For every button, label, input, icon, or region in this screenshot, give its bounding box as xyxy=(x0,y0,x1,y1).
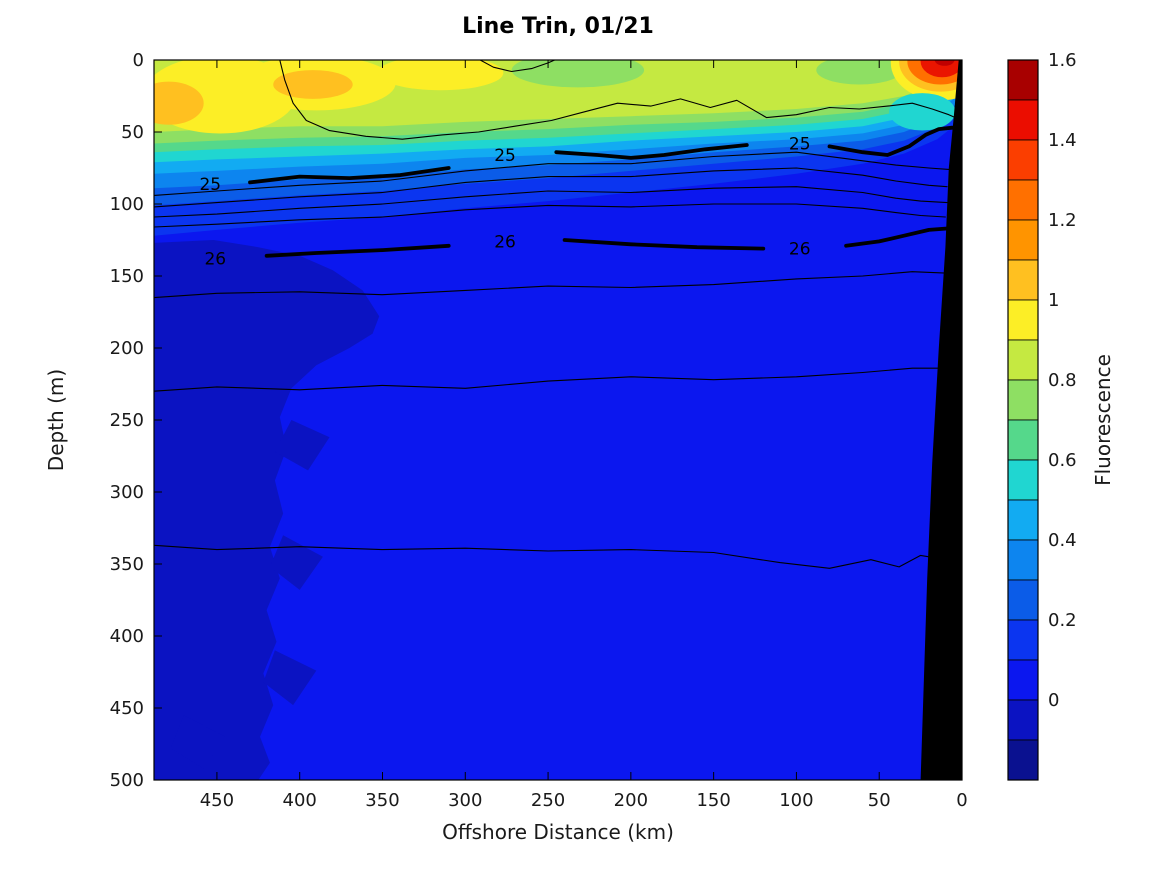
colorbar-tick-label: 0.8 xyxy=(1048,370,1077,391)
colorbar-segment xyxy=(1007,579,1039,621)
x-tick-label: 200 xyxy=(614,790,648,811)
contour-label: 25 xyxy=(789,135,811,155)
colorbar-segment xyxy=(1007,179,1039,221)
colorbar-label: Fluorescence xyxy=(1091,354,1115,486)
colorbar-tick-label: 0 xyxy=(1048,690,1059,711)
y-tick-label: 350 xyxy=(110,554,144,575)
fill-patch xyxy=(170,715,226,769)
fill-patch xyxy=(154,240,380,780)
y-axis-label: Depth (m) xyxy=(44,368,68,472)
density-contour-line xyxy=(844,226,949,248)
colorbar-segment xyxy=(1007,99,1039,141)
colorbar-segment xyxy=(1007,59,1039,101)
x-axis-label: Offshore Distance (km) xyxy=(442,820,674,844)
density-contour-line xyxy=(154,271,946,299)
fill-patch xyxy=(273,70,353,99)
plot-area: 25 25 25 26 26 26 xyxy=(154,60,962,780)
x-tick-label: 400 xyxy=(283,790,317,811)
colorbar-segment xyxy=(1007,299,1039,341)
colorbar-segment xyxy=(1007,499,1039,541)
x-tick-label: 50 xyxy=(868,790,891,811)
bathymetry-mask xyxy=(920,60,962,780)
density-contour-line xyxy=(562,238,766,251)
x-tick-label: 150 xyxy=(696,790,730,811)
density-contour-line xyxy=(154,203,946,228)
density-contour-line xyxy=(154,167,948,208)
contour-label: 26 xyxy=(494,232,516,252)
fill-patch xyxy=(154,81,204,125)
contour-label: 25 xyxy=(199,175,221,195)
fill-patch xyxy=(816,60,903,85)
density-contour-line xyxy=(554,143,749,160)
fill-patch xyxy=(511,60,645,88)
y-tick-label: 250 xyxy=(110,410,144,431)
fill-patch xyxy=(263,650,317,706)
colorbar-segment xyxy=(1007,619,1039,661)
colorbar-border xyxy=(1007,59,1039,781)
fill-patch xyxy=(934,60,955,66)
fill-patch xyxy=(889,93,956,131)
colorbar-tick-label: 0.4 xyxy=(1048,530,1077,551)
x-tick-label: 100 xyxy=(779,790,813,811)
y-tick-label: 450 xyxy=(110,698,144,719)
colorbar-segment xyxy=(1007,539,1039,581)
y-tick-label: 400 xyxy=(110,626,144,647)
density-contour-line xyxy=(264,243,451,258)
y-tick-label: 300 xyxy=(110,482,144,503)
colorbar-tick-label: 1.6 xyxy=(1048,50,1077,71)
y-tick-label: 500 xyxy=(110,770,144,791)
colorbar-segment xyxy=(1007,379,1039,421)
fill-patch xyxy=(377,60,504,91)
colorbar-tick-label: 1.4 xyxy=(1048,130,1077,151)
colorbar-segment xyxy=(1007,459,1039,501)
y-tick-label: 50 xyxy=(121,122,144,143)
density-contour-line xyxy=(154,186,948,218)
contour-label: 26 xyxy=(789,240,811,260)
y-tick-label: 100 xyxy=(110,194,144,215)
x-tick-label: 300 xyxy=(448,790,482,811)
colorbar-tick-label: 1 xyxy=(1048,290,1059,311)
colorbar-segment xyxy=(1007,699,1039,741)
density-contour-line xyxy=(154,367,940,392)
density-contour-line xyxy=(827,125,954,157)
colorbar-tick-label: 1.2 xyxy=(1048,210,1077,231)
colorbar-segment xyxy=(1007,659,1039,701)
colorbar-segment xyxy=(1007,739,1039,781)
colorbar-tick-label: 0.6 xyxy=(1048,450,1077,471)
density-contour-line xyxy=(279,60,956,140)
density-contour-line xyxy=(479,60,556,73)
x-tick-label: 450 xyxy=(200,790,234,811)
density-contour-line xyxy=(154,544,930,569)
y-tick-label: 150 xyxy=(110,266,144,287)
x-tick-label: 250 xyxy=(531,790,565,811)
colorbar-tick-label: 0.2 xyxy=(1048,610,1077,631)
colorbar-segment xyxy=(1007,139,1039,181)
x-tick-label: 350 xyxy=(365,790,399,811)
colorbar-segment xyxy=(1007,419,1039,461)
contour-label: 26 xyxy=(204,250,226,270)
density-contour-line xyxy=(154,151,950,196)
colorbar-segment xyxy=(1007,339,1039,381)
fill-patch xyxy=(274,420,330,471)
density-contour-line xyxy=(248,166,451,185)
colorbar-segment xyxy=(1007,219,1039,261)
y-tick-label: 200 xyxy=(110,338,144,359)
fill-patch xyxy=(269,535,323,590)
y-tick-label: 0 xyxy=(133,50,144,71)
x-tick-label: 0 xyxy=(956,790,967,811)
contour-label: 25 xyxy=(494,146,516,166)
colorbar: 1.6 1.4 1.2 1 0.8 0.6 0.4 0.2 0 xyxy=(1007,50,1077,781)
fill-patch xyxy=(920,60,962,78)
plot-title: Line Trin, 01/21 xyxy=(462,14,654,39)
colorbar-segment xyxy=(1007,259,1039,301)
